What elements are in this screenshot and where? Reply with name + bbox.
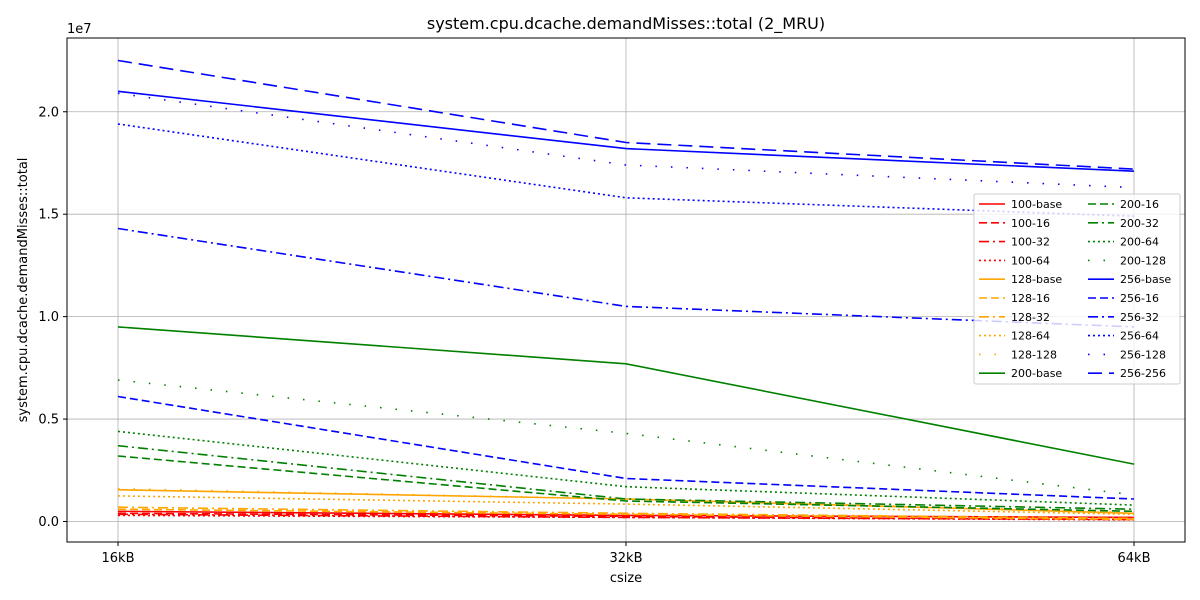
- legend-label-256-128: 256-128: [1120, 348, 1166, 361]
- legend-label-200-128: 200-128: [1120, 254, 1166, 267]
- series-line-128-64: [117, 495, 1135, 516]
- y-tick-label: 1.0: [38, 310, 59, 325]
- legend-label-100-32: 100-32: [1011, 236, 1050, 249]
- y-axis: 0.0 0.5 1.0 1.5 2.0: [38, 105, 67, 530]
- legend: 100-base 100-16 100-32 100-64 128-base 128-16…: [973, 193, 1181, 385]
- legend-label-128-16: 128-16: [1011, 292, 1050, 305]
- chart-title: system.cpu.dcache.demandMisses::total (2…: [427, 14, 825, 34]
- legend-box: [973, 193, 1181, 385]
- legend-label-100-64: 100-64: [1011, 254, 1050, 267]
- legend-label-200-64: 200-64: [1120, 236, 1159, 249]
- legend-label-128-32: 128-32: [1011, 311, 1050, 324]
- x-axis: 16kB 32kB 64kB: [102, 542, 1151, 566]
- legend-label-256-256: 256-256: [1120, 367, 1166, 380]
- y-tick-label: 0.0: [38, 515, 59, 530]
- y-offset-label: 1e7: [67, 22, 92, 37]
- series-line-256-64: [117, 123, 1135, 217]
- legend-label-256-64: 256-64: [1120, 330, 1159, 343]
- legend-label-128-64: 128-64: [1011, 330, 1050, 343]
- series-line-256-128: [117, 92, 1135, 189]
- x-tick-label: 32kB: [610, 551, 643, 566]
- x-tick-label: 16kB: [102, 551, 135, 566]
- legend-label-100-16: 100-16: [1011, 217, 1050, 230]
- series-line-256-256: [117, 59, 1135, 170]
- series-line-128-base: [117, 489, 1135, 515]
- x-axis-label: csize: [610, 571, 642, 586]
- series-line-200-16: [117, 455, 1135, 513]
- series-line-200-32: [117, 444, 1135, 510]
- legend-label-100-base: 100-base: [1011, 198, 1062, 211]
- legend-label-200-16: 200-16: [1120, 198, 1159, 211]
- legend-label-256-32: 256-32: [1120, 311, 1159, 324]
- x-tick-label: 64kB: [1118, 551, 1151, 566]
- y-tick-label: 2.0: [38, 105, 59, 120]
- legend-label-256-16: 256-16: [1120, 292, 1159, 305]
- legend-label-200-32: 200-32: [1120, 217, 1159, 230]
- series-line-200-base: [117, 326, 1135, 465]
- legend-label-200-base: 200-base: [1011, 367, 1062, 380]
- series-line-256-base: [117, 90, 1135, 172]
- y-axis-label: system.cpu.dcache.demandMisses::total: [16, 158, 31, 423]
- y-tick-label: 0.5: [38, 413, 59, 428]
- y-tick-label: 1.5: [38, 208, 59, 223]
- series-line-200-64: [117, 430, 1135, 506]
- series-line-100-64: [117, 514, 1135, 521]
- series-line-128-16: [117, 508, 1135, 521]
- series-line-128-32: [117, 506, 1135, 520]
- legend-label-128-base: 128-base: [1011, 273, 1062, 286]
- legend-label-128-128: 128-128: [1011, 348, 1057, 361]
- series-layer: [117, 59, 1135, 521]
- series-line-256-16: [117, 395, 1135, 500]
- legend-label-256-base: 256-base: [1120, 273, 1171, 286]
